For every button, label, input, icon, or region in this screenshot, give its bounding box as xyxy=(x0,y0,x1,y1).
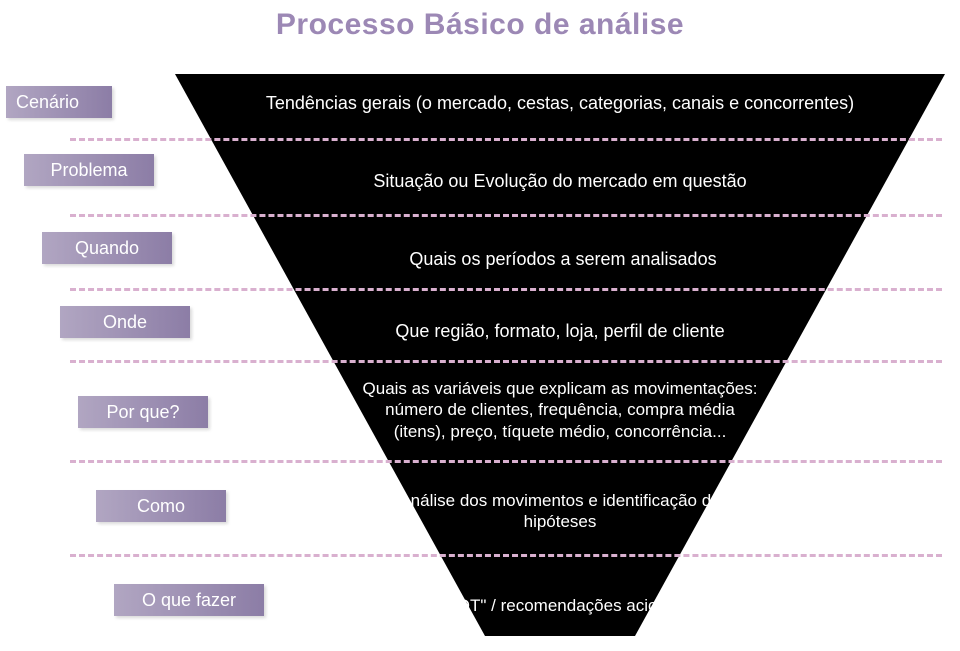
stage-text-oquefazer: "SWOT" / recomendações acionáveis xyxy=(400,595,730,616)
stage-text-como: Análise dos movimentos e identificação d… xyxy=(370,490,750,533)
separator-quando xyxy=(70,288,942,291)
stage-text-problema: Situação ou Evolução do mercado em quest… xyxy=(310,170,810,193)
stage-label-onde: Onde xyxy=(60,306,190,338)
stage-text-content: Quais as variáveis que explicam as movim… xyxy=(340,378,780,442)
stage-label-oquefazer: O que fazer xyxy=(114,584,264,616)
stage-text-content: Quais os períodos a serem analisados xyxy=(348,248,778,271)
page-title: Processo Básico de análise xyxy=(0,8,960,42)
stage-label-como: Como xyxy=(96,490,226,522)
separator-cenario xyxy=(70,138,942,141)
stage-text-content: Situação ou Evolução do mercado em quest… xyxy=(310,170,810,193)
separator-como xyxy=(70,554,942,557)
stage-text-onde: Que região, formato, loja, perfil de cli… xyxy=(360,320,760,343)
stage-text-content: "SWOT" / recomendações acionáveis xyxy=(400,595,730,616)
separator-porque xyxy=(70,460,942,463)
separator-onde xyxy=(70,360,942,363)
stage-label-porque: Por que? xyxy=(78,396,208,428)
funnel-svg xyxy=(175,74,945,636)
stage-text-content: Tendências gerais (o mercado, cestas, ca… xyxy=(224,92,896,115)
slide: { "title": { "text": "Processo Básico de… xyxy=(0,0,960,651)
stage-text-content: Que região, formato, loja, perfil de cli… xyxy=(360,320,760,343)
stage-text-porque: Quais as variáveis que explicam as movim… xyxy=(340,378,780,442)
stage-label-quando: Quando xyxy=(42,232,172,264)
stage-text-content: Análise dos movimentos e identificação d… xyxy=(370,490,750,533)
separator-problema xyxy=(70,214,942,217)
stage-label-problema: Problema xyxy=(24,154,154,186)
stage-text-quando: Quais os períodos a serem analisados xyxy=(348,248,778,271)
stage-label-cenario: Cenário xyxy=(6,86,112,118)
stage-text-cenario: Tendências gerais (o mercado, cestas, ca… xyxy=(224,92,896,115)
